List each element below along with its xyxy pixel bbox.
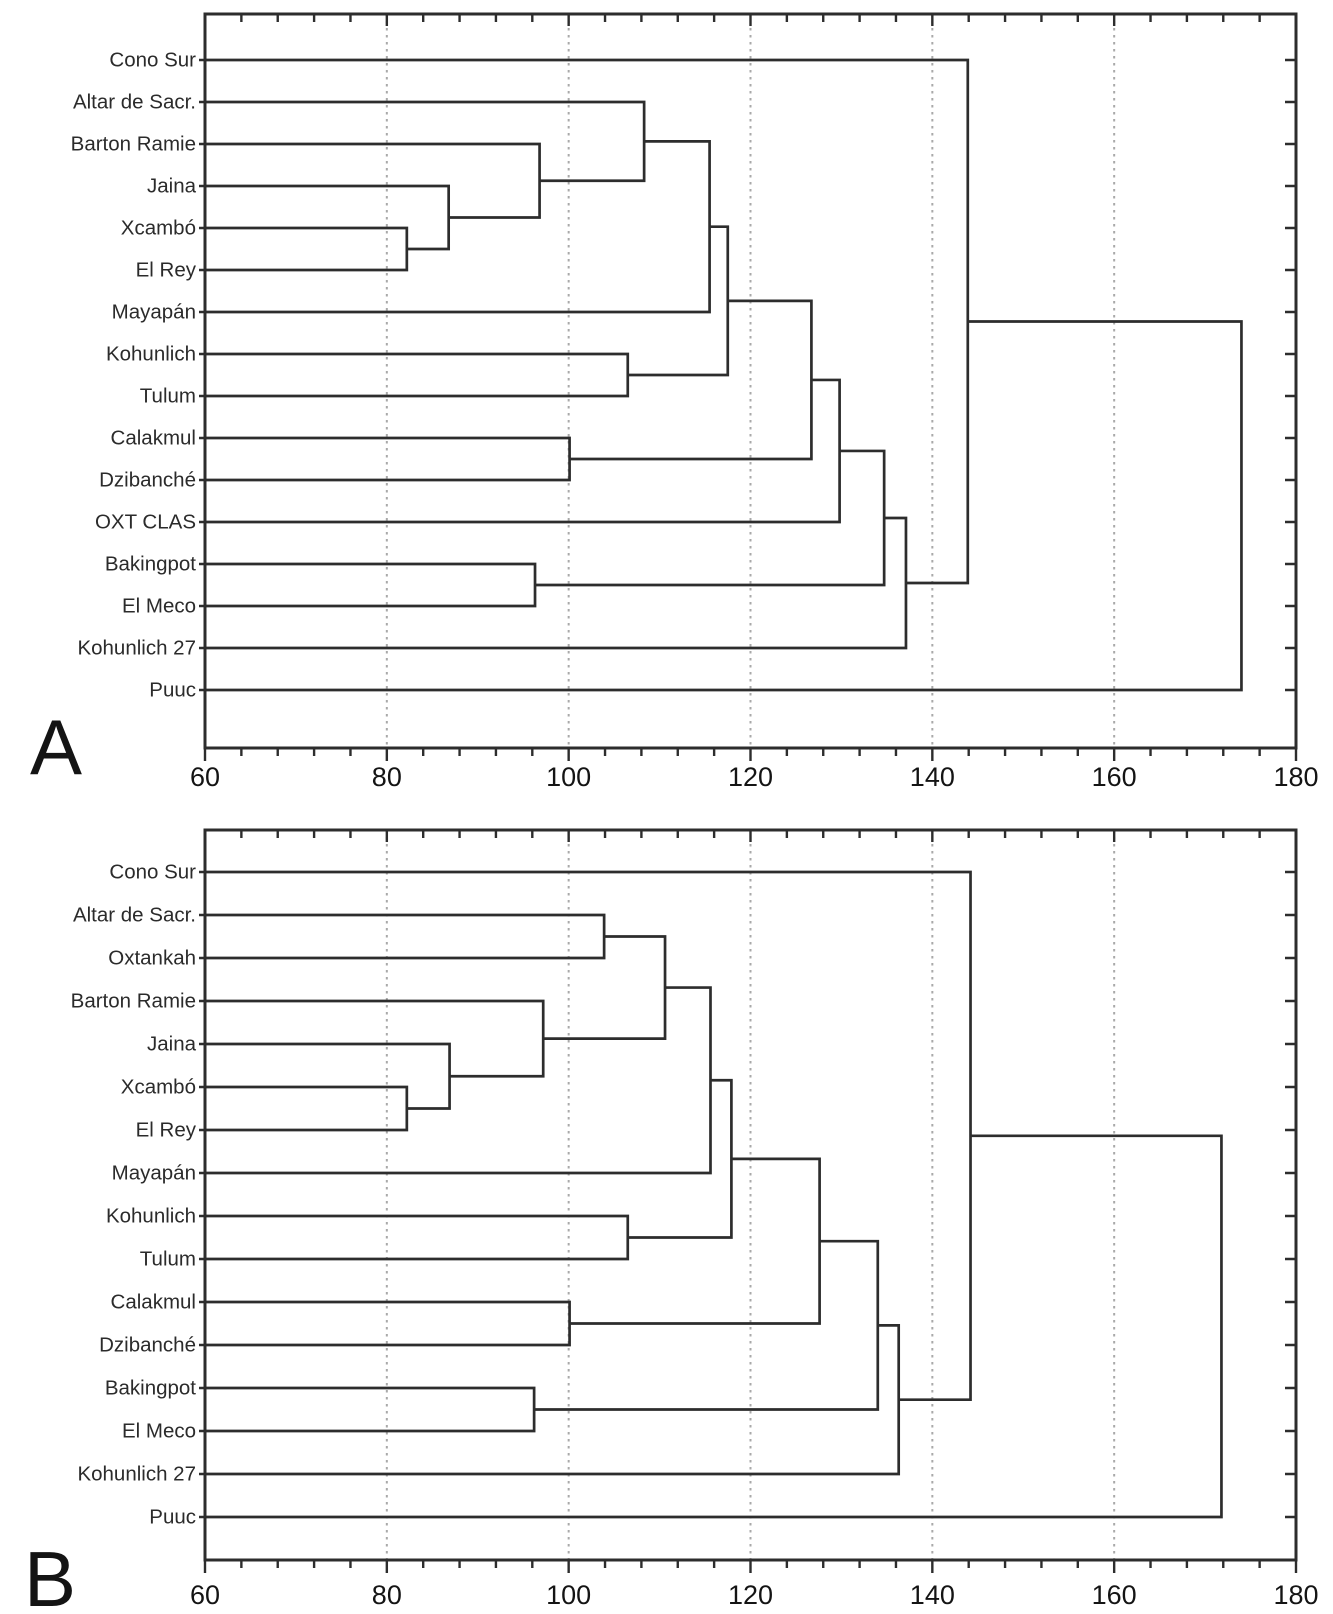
- leaf-label: Puuc: [149, 679, 196, 702]
- leaf-label: Calakmul: [111, 1291, 196, 1314]
- axis-tick-label: 140: [910, 762, 955, 792]
- leaf-label: Xcambó: [121, 217, 196, 240]
- axis-tick-label: 180: [1273, 762, 1318, 792]
- axis-tick-label: 120: [728, 762, 773, 792]
- leaf-label: Dzibanché: [99, 1334, 196, 1357]
- leaf-label: Jaina: [147, 1033, 197, 1056]
- axis-tick-label: 80: [372, 1580, 402, 1610]
- axis-tick-label: 180: [1273, 1580, 1318, 1610]
- leaf-label: El Rey: [136, 1119, 197, 1142]
- leaf-label: Altar de Sacr.: [73, 91, 196, 114]
- leaf-label: Cono Sur: [109, 861, 196, 884]
- leaf-label: OXT CLAS: [95, 511, 196, 534]
- panel-letter-a: A: [30, 703, 82, 791]
- leaf-label: Tulum: [140, 385, 196, 408]
- axis-tick-label: 140: [910, 1580, 955, 1610]
- leaf-label: Barton Ramie: [71, 133, 196, 156]
- axis-tick-label: 100: [546, 1580, 591, 1610]
- leaf-label: Altar de Sacr.: [73, 904, 196, 927]
- axis-tick-label: 80: [372, 762, 402, 792]
- dendrogram-tree: [203, 58, 1243, 692]
- axis-tick-label: 160: [1092, 1580, 1137, 1610]
- leaf-label: El Rey: [136, 259, 197, 282]
- leaf-label: Cono Sur: [109, 49, 196, 72]
- leaf-label: Dzibanché: [99, 469, 196, 492]
- dendrogram-panel-b: 60 80 100 120 140 160 180 Cono Sur Altar de Sacr…: [24, 828, 1319, 1614]
- axis-tick-label: 100: [546, 762, 591, 792]
- leaf-label: Kohunlich: [106, 343, 196, 366]
- leaf-label: Kohunlich 27: [77, 1463, 196, 1486]
- axis-tick-label: 60: [190, 1580, 220, 1610]
- axis-tick-label: 120: [728, 1580, 773, 1610]
- leaf-label: Jaina: [147, 175, 197, 198]
- leaf-label: Mayapán: [112, 301, 196, 324]
- dendrogram-panel-a: 60 80 100 120 140 160 180 Cono Sur Altar de Sacr…: [30, 12, 1319, 792]
- leaf-label: Xcambó: [121, 1076, 196, 1099]
- leaf-label: Puuc: [149, 1506, 196, 1529]
- leaf-label: Tulum: [140, 1248, 196, 1271]
- leaf-label: El Meco: [122, 595, 196, 618]
- leaf-label: Oxtankah: [108, 947, 196, 970]
- axis-tick-label: 60: [190, 762, 220, 792]
- leaf-label: Kohunlich 27: [77, 637, 196, 660]
- leaf-label: Bakingpot: [105, 1377, 196, 1400]
- leaf-label: Kohunlich: [106, 1205, 196, 1228]
- leaf-label: Barton Ramie: [71, 990, 196, 1013]
- dendrogram-tree: [203, 870, 1223, 1519]
- leaf-label: Bakingpot: [105, 553, 196, 576]
- axis-tick-label: 160: [1092, 762, 1137, 792]
- panel-letter-b: B: [24, 1535, 76, 1614]
- axis-ticks: [199, 14, 1298, 761]
- leaf-label: Calakmul: [111, 427, 196, 450]
- axis-ticks: [199, 830, 1298, 1573]
- leaf-label: Mayapán: [112, 1162, 196, 1185]
- leaf-label: El Meco: [122, 1420, 196, 1443]
